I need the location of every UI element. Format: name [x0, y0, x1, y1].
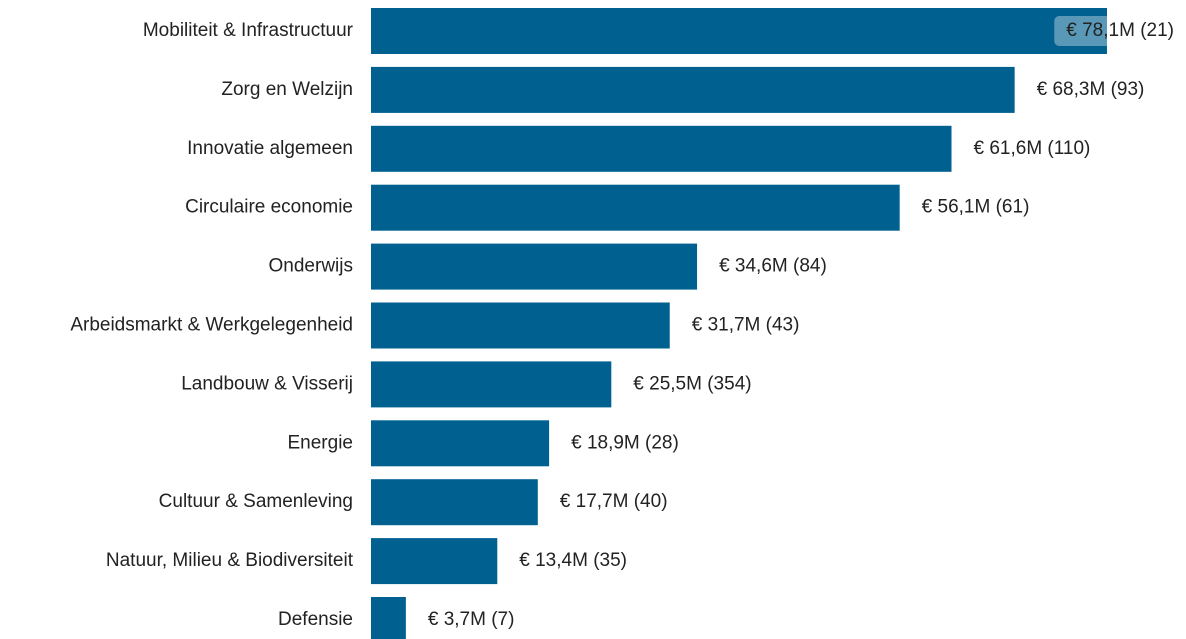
bar	[371, 8, 1107, 54]
value-label: € 31,7M (43)	[692, 315, 800, 336]
category-label: Onderwijs	[269, 256, 353, 277]
bar	[371, 66, 1015, 113]
value-label: € 13,4M (35)	[519, 550, 627, 571]
category-label: Defensie	[278, 609, 353, 630]
value-label: € 3,7M (7)	[428, 609, 515, 630]
value-label: € 78,1M (21)	[1066, 20, 1174, 41]
category-label: Natuur, Milieu & Biodiversiteit	[106, 550, 354, 571]
bar	[371, 361, 612, 408]
value-label: € 61,6M (110)	[974, 138, 1091, 159]
value-label-bg	[1054, 16, 1178, 46]
bar	[371, 420, 550, 467]
bar	[371, 597, 406, 639]
value-label: € 25,5M (354)	[633, 373, 751, 394]
bar	[371, 125, 952, 172]
category-label: Zorg en Welzijn	[221, 79, 353, 100]
category-label: Mobiliteit & Infrastructuur	[143, 20, 354, 41]
category-label: Energie	[288, 432, 354, 453]
bar	[371, 243, 698, 290]
bar	[371, 538, 498, 585]
category-label: Cultuur & Samenleving	[159, 491, 353, 512]
bar	[371, 302, 670, 349]
value-label: € 18,9M (28)	[571, 432, 679, 453]
category-label: Arbeidsmarkt & Werkgelegenheid	[70, 315, 353, 336]
value-label: € 34,6M (84)	[719, 256, 827, 277]
value-label: € 56,1M (61)	[922, 197, 1030, 218]
value-label: € 68,3M (93)	[1037, 79, 1145, 100]
category-label: Innovatie algemeen	[187, 138, 353, 159]
category-label: Landbouw & Visserij	[181, 373, 353, 394]
bar	[371, 184, 900, 231]
value-label: € 17,7M (40)	[560, 491, 668, 512]
bar	[371, 479, 538, 526]
category-label: Circulaire economie	[185, 197, 353, 218]
